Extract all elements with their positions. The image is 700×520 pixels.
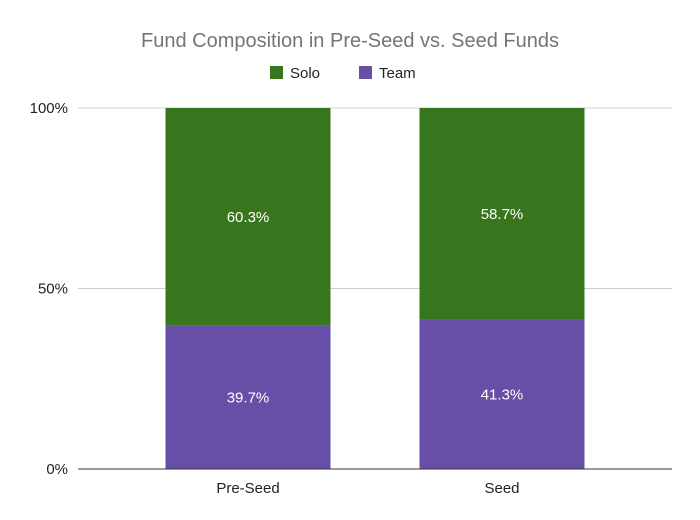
bar-value-label: 41.3% [481,386,524,403]
bar-team-pre-seed [165,325,331,469]
y-tick-label: 50% [38,281,68,298]
legend-label-team: Team [379,65,416,82]
x-tick-label: Pre-Seed [216,480,279,497]
bar-team-seed [419,319,585,469]
bar-solo-pre-seed [165,108,331,326]
x-tick-label: Seed [484,480,519,497]
bars [165,108,585,469]
x-axis-tick-labels: Pre-Seed Seed [216,480,519,497]
bar-value-label: 58.7% [481,206,524,223]
y-tick-label: 0% [46,461,68,478]
bar-value-label: 39.7% [227,389,270,406]
chart-title: Fund Composition in Pre-Seed vs. Seed Fu… [141,30,559,52]
y-tick-label: 100% [30,100,68,117]
bar-solo-seed [419,108,585,320]
legend-swatch-team [359,66,372,79]
legend: Solo Team [270,65,416,82]
y-axis-tick-labels: 0% 50% 100% [30,100,68,478]
bar-data-labels: 39.7% 60.3% 41.3% 58.7% [227,206,524,406]
legend-label-solo: Solo [290,65,320,82]
bar-value-label: 60.3% [227,209,270,226]
legend-swatch-solo [270,66,283,79]
